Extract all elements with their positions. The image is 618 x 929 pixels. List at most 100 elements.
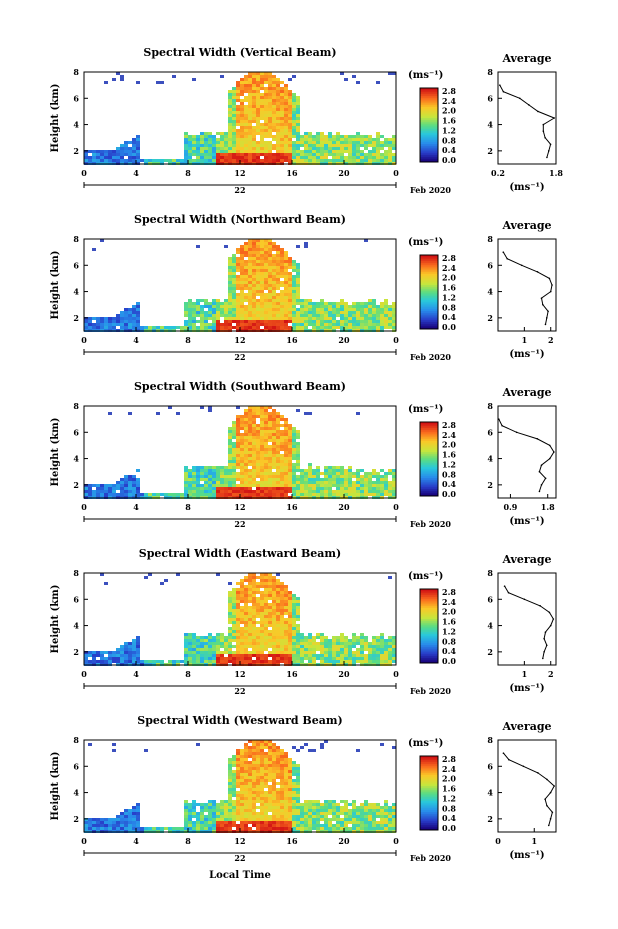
heatmap-cell [252, 627, 256, 630]
heatmap-cell [260, 436, 264, 439]
heatmap-cell [332, 150, 336, 153]
heatmap-cell [268, 263, 272, 266]
heatmap-cell [340, 493, 344, 496]
heatmap-cell [232, 102, 236, 105]
heatmap-cell [244, 427, 248, 430]
heatmap-cell [276, 755, 280, 758]
heatmap-cell [136, 651, 140, 654]
heatmap-cell [136, 320, 140, 323]
heatmap-cell [212, 809, 216, 812]
heatmap-cell [224, 481, 228, 484]
heatmap-cell [236, 433, 240, 436]
heatmap-cell [248, 242, 252, 245]
heatmap-cell [236, 463, 240, 466]
heatmap-cell [200, 308, 204, 311]
heatmap-cell [264, 478, 268, 481]
heatmap-cell [384, 648, 388, 651]
heatmap-cell [236, 594, 240, 597]
heatmap-cell [312, 150, 316, 153]
colorbar-segment [420, 640, 438, 644]
heatmap-cell [292, 773, 296, 776]
heatmap-cell [276, 746, 280, 749]
heatmap-cell [392, 323, 396, 326]
heatmap-cell [252, 475, 256, 478]
heatmap-cell [392, 639, 396, 642]
heatmap-cell [384, 150, 388, 153]
heatmap-cell [260, 427, 264, 430]
heatmap-cell [296, 481, 300, 484]
heatmap-cell [228, 618, 232, 621]
heatmap-cell [236, 642, 240, 645]
heatmap-cell [260, 284, 264, 287]
heatmap-cell [272, 299, 276, 302]
heatmap-cell [128, 818, 132, 821]
profile-y-tick-label: 8 [487, 67, 493, 77]
heatmap-cell [340, 469, 344, 472]
heatmap-cell [368, 153, 372, 156]
heatmap-cell [364, 654, 368, 657]
heatmap-cell [336, 159, 340, 162]
heatmap-cell [240, 278, 244, 281]
heatmap-cell [240, 290, 244, 293]
heatmap-cell [240, 660, 244, 663]
heatmap-cell [364, 475, 368, 478]
heatmap-cell [268, 81, 272, 84]
profile-point [498, 418, 500, 420]
heatmap-cell [288, 433, 292, 436]
heatmap-cell [236, 764, 240, 767]
heatmap-cell [256, 72, 260, 75]
heatmap-cell [224, 311, 228, 314]
profile-frame [497, 238, 557, 332]
heatmap-cell [124, 150, 128, 153]
heatmap-cell [292, 794, 296, 797]
heatmap-cell [264, 782, 268, 785]
heatmap-cell [248, 245, 252, 248]
heatmap-cell [268, 242, 272, 245]
heatmap-cell [196, 645, 200, 648]
heatmap-cell [296, 320, 300, 323]
colorbar-segment [420, 436, 438, 440]
heatmap-cell [316, 150, 320, 153]
heatmap-cell [216, 132, 220, 135]
y-tick-label: 8 [73, 234, 79, 244]
heatmap-cell [276, 147, 280, 150]
heatmap-cell [280, 824, 284, 827]
heatmap-cell [280, 612, 284, 615]
colorbar-segment [420, 468, 438, 471]
heatmap-cell [376, 472, 380, 475]
heatmap-cell [356, 478, 360, 481]
heatmap-cell [292, 448, 296, 451]
heatmap-cell [248, 129, 252, 132]
heatmap-cell [280, 317, 284, 320]
heatmap-cell [196, 302, 200, 305]
heatmap-cell [272, 126, 276, 129]
heatmap-cell [136, 159, 140, 162]
heatmap-cell [240, 129, 244, 132]
heatmap-cell [260, 105, 264, 108]
heatmap-cell [272, 120, 276, 123]
heatmap-cell [132, 660, 136, 663]
heatmap-cell [236, 582, 240, 585]
heatmap-cell [252, 296, 256, 299]
heatmap-cell [256, 141, 260, 144]
profile-line [498, 418, 555, 492]
heatmap-cell [372, 472, 376, 475]
heatmap-cell [344, 484, 348, 487]
heatmap-cell [232, 156, 236, 159]
heatmap-cell [224, 487, 228, 490]
heatmap-cell [276, 812, 280, 815]
heatmap-cell [328, 132, 332, 135]
heatmap-cell [84, 320, 88, 323]
heatmap-cell [288, 809, 292, 812]
colorbar-segment [420, 626, 438, 629]
heatmap-cell [240, 296, 244, 299]
x-tick-label: 4 [133, 502, 139, 512]
heatmap-cell [92, 248, 96, 251]
y-tick-label: 2 [73, 647, 79, 657]
heatmap-cell [192, 144, 196, 147]
heatmap-cell [212, 481, 216, 484]
heatmap-cell [216, 147, 220, 150]
heatmap-cell [96, 150, 100, 153]
heatmap-cell [288, 281, 292, 284]
heatmap-cell [236, 794, 240, 797]
